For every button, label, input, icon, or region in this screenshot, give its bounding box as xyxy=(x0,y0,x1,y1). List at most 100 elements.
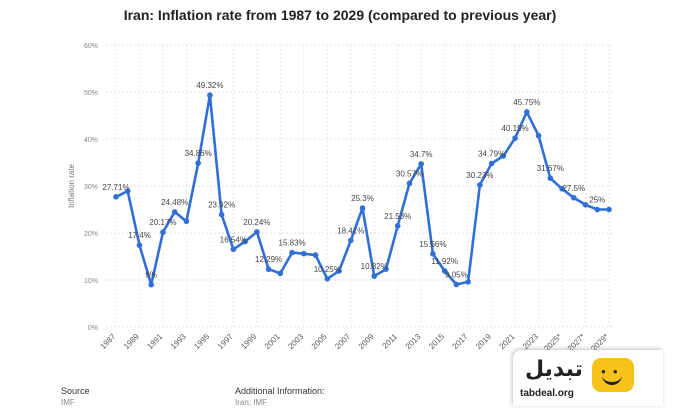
y-tick-label: 60% xyxy=(84,43,98,50)
data-point xyxy=(524,109,530,115)
x-tick-label: 1999 xyxy=(239,332,258,351)
x-tick-label: 2023 xyxy=(521,332,540,351)
source-value: IMF xyxy=(61,398,75,407)
data-label: 10.25% xyxy=(314,265,341,274)
y-tick-label: 40% xyxy=(84,137,98,144)
data-point xyxy=(148,281,155,288)
data-point xyxy=(430,251,436,257)
data-point xyxy=(324,276,331,282)
source-label: Source xyxy=(61,386,90,396)
x-tick-label: 2003 xyxy=(286,332,305,351)
data-label: 30.23% xyxy=(466,171,493,180)
data-point xyxy=(312,252,319,258)
data-point xyxy=(195,160,201,166)
data-point xyxy=(570,194,577,201)
inflation-series-line xyxy=(114,93,611,286)
data-point xyxy=(124,188,131,194)
data-label: 12.29% xyxy=(255,255,282,264)
data-label: 31.67% xyxy=(537,164,564,173)
y-tick-label: 10% xyxy=(84,278,98,285)
data-label: 20.24% xyxy=(243,218,270,227)
data-point xyxy=(582,202,589,208)
data-label: 27.5% xyxy=(562,184,585,193)
x-tick-label: 2019 xyxy=(474,332,493,351)
data-point xyxy=(418,161,424,167)
x-tick-label: 2011 xyxy=(381,332,400,351)
data-point xyxy=(230,246,237,253)
x-tick-label: 2009 xyxy=(357,332,376,351)
x-tick-label: 1989 xyxy=(122,332,141,351)
data-point xyxy=(453,281,460,288)
data-point xyxy=(289,249,295,256)
data-label: 34.7% xyxy=(410,150,433,159)
data-label: 9.05% xyxy=(445,270,468,279)
chart-title: Iran: Inflation rate from 1987 to 2029 (… xyxy=(123,7,557,23)
y-tick-label: 30% xyxy=(84,184,98,191)
data-label: 40.19% xyxy=(502,124,529,133)
data-label: 25.3% xyxy=(351,194,374,203)
data-point xyxy=(559,186,565,192)
data-point xyxy=(441,268,448,274)
data-point xyxy=(171,209,178,215)
x-tick-label: 2015 xyxy=(427,332,446,351)
data-label: 20.17% xyxy=(149,218,176,227)
data-label: 45.75% xyxy=(513,98,540,107)
data-point xyxy=(512,135,518,141)
data-point xyxy=(254,229,260,235)
additional-info-value: Iran; IMF xyxy=(235,398,268,407)
data-point xyxy=(547,175,554,181)
watermark-text: تبدیل xyxy=(525,356,583,381)
logo-smile-icon xyxy=(602,372,622,385)
y-tick-label: 0% xyxy=(88,325,98,332)
data-point xyxy=(277,270,284,277)
data-label: 9% xyxy=(145,271,157,280)
x-tick-label: 2017 xyxy=(451,332,470,351)
x-tick-label: 1991 xyxy=(145,332,164,351)
data-point xyxy=(336,268,342,274)
logo-eyes-icon: ●● xyxy=(601,367,625,376)
data-label: 25% xyxy=(589,196,605,205)
data-point xyxy=(160,229,166,236)
data-point xyxy=(347,237,354,244)
y-tick-label: 20% xyxy=(84,231,98,238)
data-point xyxy=(218,211,225,218)
smiley-logo-icon: ●● xyxy=(592,358,634,392)
data-point xyxy=(465,279,471,285)
x-tick-label: 1997 xyxy=(216,332,235,351)
x-tick-label: 2007 xyxy=(333,332,352,351)
x-tick-label: 2021 xyxy=(498,332,517,351)
data-point xyxy=(394,223,401,229)
data-label: 16.54% xyxy=(220,235,247,244)
data-point xyxy=(207,92,213,98)
data-point xyxy=(359,205,366,211)
data-point xyxy=(265,266,272,273)
data-point xyxy=(535,132,542,139)
data-point xyxy=(371,273,378,279)
data-label: 15.56% xyxy=(419,240,446,249)
data-point xyxy=(383,266,389,272)
data-label: 34.79% xyxy=(478,149,505,158)
data-label: 24.48% xyxy=(161,198,188,207)
data-label: 17.4% xyxy=(128,231,151,240)
data-label: 49.32% xyxy=(196,81,223,90)
data-label: 23.92% xyxy=(208,201,235,210)
x-tick-label: 2005 xyxy=(310,332,329,351)
x-tick-label: 2001 xyxy=(263,332,282,351)
data-point xyxy=(594,206,601,213)
data-point xyxy=(136,242,143,249)
data-label: 21.53% xyxy=(384,212,411,221)
data-point xyxy=(488,160,495,167)
y-axis-label: Inflation rate xyxy=(67,163,76,208)
watermark-url: tabdeal.org xyxy=(520,388,574,399)
x-tick-label: 2013 xyxy=(404,332,423,351)
data-label: 11.92% xyxy=(431,257,458,266)
data-label: 10.82% xyxy=(361,262,388,271)
x-tick-label: 1993 xyxy=(169,332,188,351)
data-point xyxy=(477,182,483,188)
watermark-logo xyxy=(513,350,663,406)
data-label: 18.41% xyxy=(337,226,364,235)
data-point xyxy=(301,250,307,257)
additional-info-label: Additional Information: xyxy=(235,386,325,396)
data-point xyxy=(113,193,119,200)
